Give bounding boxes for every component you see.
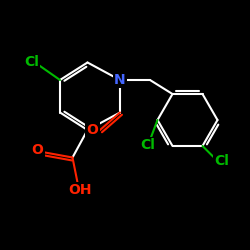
Text: N: N xyxy=(114,73,126,87)
Text: Cl: Cl xyxy=(214,154,229,168)
Text: Cl: Cl xyxy=(140,138,155,152)
Text: Cl: Cl xyxy=(24,56,39,70)
Text: O: O xyxy=(32,143,44,157)
Text: O: O xyxy=(86,123,99,137)
Text: OH: OH xyxy=(68,183,92,197)
